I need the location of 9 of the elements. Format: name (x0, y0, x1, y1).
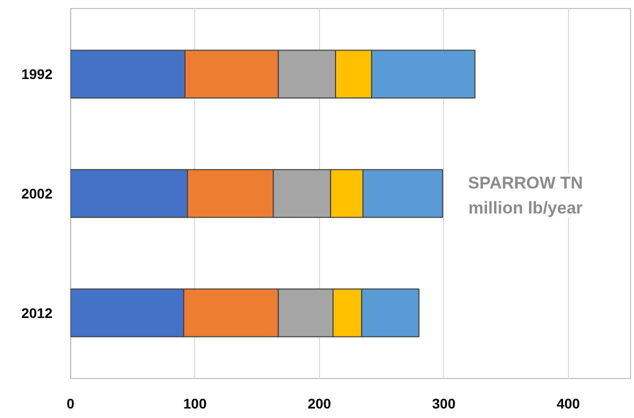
x-tick-label: 200 (308, 396, 332, 412)
y-tick-label: 2002 (21, 186, 53, 202)
y-tick-label: 1992 (21, 66, 53, 82)
x-tick-label: 100 (183, 396, 207, 412)
x-tick-label: 0 (66, 396, 75, 412)
x-tick-label: 300 (432, 396, 456, 412)
y-tick-label: 2012 (21, 304, 53, 321)
x-tick-label: 400 (556, 396, 580, 412)
annotation: SPARROW TN million lb/year (468, 174, 584, 218)
